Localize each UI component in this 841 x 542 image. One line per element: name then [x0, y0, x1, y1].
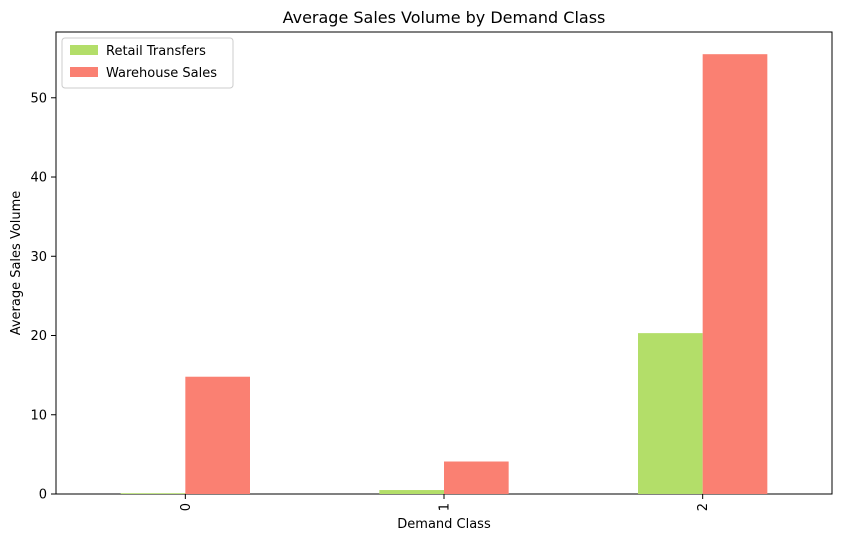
bar-retail-transfers-2: [638, 333, 703, 494]
x-tick-label-2: 2: [696, 503, 711, 511]
legend-label-warehouse-sales: Warehouse Sales: [106, 66, 217, 81]
y-tick-label-0: 0: [39, 488, 47, 503]
chart-title: Average Sales Volume by Demand Class: [283, 8, 606, 27]
bar-warehouse-sales-0: [185, 376, 250, 494]
bars: [120, 54, 768, 494]
legend-swatch-warehouse-sales: [70, 67, 98, 77]
y-tick-label-10: 10: [30, 408, 47, 423]
x-axis-label: Demand Class: [397, 517, 491, 532]
x-tick-label-1: 1: [438, 503, 453, 511]
x-tick-label-0: 0: [179, 503, 194, 511]
y-tick-label-30: 30: [30, 250, 47, 265]
bar-retail-transfers-1: [379, 490, 444, 494]
bar-retail-transfers-0: [120, 493, 186, 494]
y-axis: 0 10 20 30 40 50: [30, 91, 56, 503]
legend: Retail Transfers Warehouse Sales: [61, 37, 234, 89]
legend-label-retail-transfers: Retail Transfers: [106, 44, 206, 59]
y-tick-label-40: 40: [30, 171, 47, 186]
bar-warehouse-sales-1: [444, 461, 509, 494]
y-tick-label-20: 20: [30, 329, 47, 344]
x-axis: 0 1 2: [179, 494, 711, 511]
y-tick-label-50: 50: [30, 91, 47, 106]
legend-box: [61, 37, 234, 89]
y-axis-label: Average Sales Volume: [9, 191, 24, 336]
bar-warehouse-sales-2: [702, 54, 768, 494]
legend-swatch-retail-transfers: [70, 45, 98, 55]
